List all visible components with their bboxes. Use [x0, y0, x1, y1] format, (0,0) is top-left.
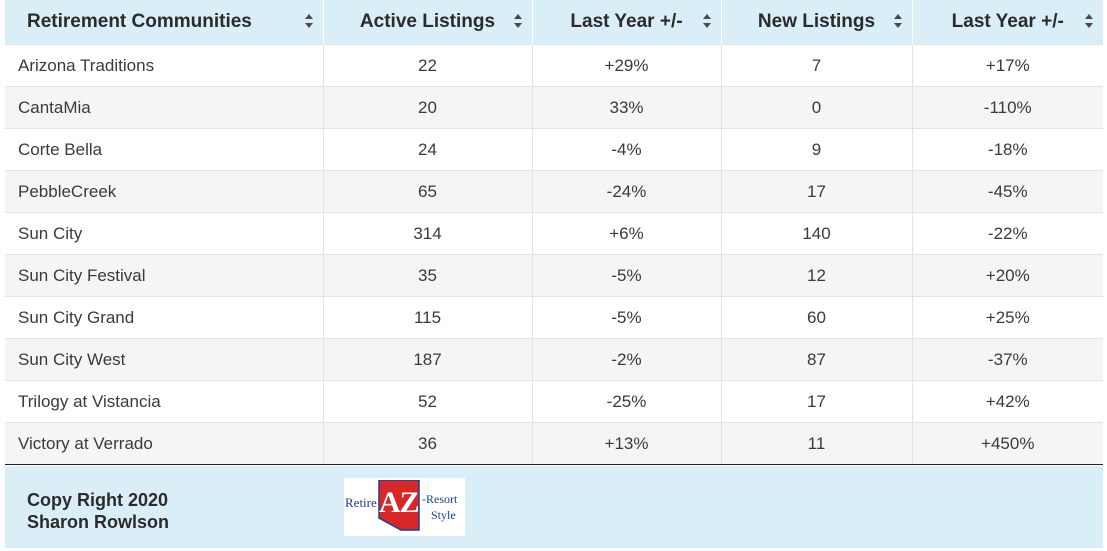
active-change-cell: -24%	[531, 170, 721, 213]
active-listings-cell: 52	[322, 380, 532, 423]
active-listings-cell: 115	[322, 296, 532, 339]
sort-up-down-icon[interactable]	[513, 13, 523, 29]
table-row: Arizona Traditions 22 +29% 7 +17%	[5, 44, 1103, 87]
new-listings-cell: 11	[720, 422, 912, 465]
active-change-cell: -5%	[531, 296, 721, 339]
new-change-cell: +25%	[911, 296, 1103, 339]
active-listings-cell: 24	[322, 128, 532, 171]
logo-retire-text: Retire	[345, 495, 377, 510]
community-name-cell: PebbleCreek	[5, 170, 323, 213]
table-footer: Copy Right 2020 Sharon Rowlson Retire AZ…	[5, 466, 1103, 548]
new-listings-cell: 17	[720, 170, 912, 213]
new-change-cell: +20%	[911, 254, 1103, 297]
column-header-new-listings[interactable]: New Listings	[720, 0, 912, 45]
table-row: PebbleCreek 65 -24% 17 -45%	[5, 170, 1103, 213]
table-row: Trilogy at Vistancia 52 -25% 17 +42%	[5, 380, 1103, 423]
community-name-cell: Sun City Festival	[5, 254, 323, 297]
active-change-cell: -4%	[531, 128, 721, 171]
table-row: Sun City 314 +6% 140 -22%	[5, 212, 1103, 255]
active-change-cell: -25%	[531, 380, 721, 423]
community-name-cell: Sun City	[5, 212, 323, 255]
active-listings-cell: 65	[322, 170, 532, 213]
active-change-cell: +6%	[531, 212, 721, 255]
new-listings-cell: 7	[720, 44, 912, 87]
communities-table: Retirement Communities Active Listings L…	[5, 0, 1103, 465]
active-listings-cell: 36	[322, 422, 532, 465]
column-header-active-last-year[interactable]: Last Year +/-	[531, 0, 721, 45]
new-listings-cell: 60	[720, 296, 912, 339]
new-change-cell: -110%	[911, 86, 1103, 129]
author-line: Sharon Rowlson	[27, 512, 170, 532]
copyright-line: Copy Right 2020	[27, 490, 169, 510]
new-change-cell: -18%	[911, 128, 1103, 171]
community-name-cell: Victory at Verrado	[5, 422, 323, 465]
new-change-cell: -37%	[911, 338, 1103, 381]
sort-up-down-icon[interactable]	[893, 13, 903, 29]
new-listings-cell: 17	[720, 380, 912, 423]
column-header-new-last-year[interactable]: Last Year +/-	[911, 0, 1103, 45]
table-row: Sun City West 187 -2% 87 -37%	[5, 338, 1103, 381]
active-listings-cell: 314	[322, 212, 532, 255]
new-listings-cell: 87	[720, 338, 912, 381]
new-change-cell: +17%	[911, 44, 1103, 87]
table-row: CantaMia 20 33% 0 -110%	[5, 86, 1103, 129]
community-name-cell: Arizona Traditions	[5, 44, 323, 87]
column-header-label: Active Listings	[359, 11, 496, 32]
active-listings-cell: 35	[322, 254, 532, 297]
community-name-cell: Corte Bella	[5, 128, 323, 171]
copyright-credit: Copy Right 2020 Sharon Rowlson	[27, 489, 169, 533]
sort-up-down-icon[interactable]	[702, 13, 712, 29]
new-change-cell: +42%	[911, 380, 1103, 423]
table-row: Victory at Verrado 36 +13% 11 +450%	[5, 422, 1103, 465]
sort-up-down-icon[interactable]	[304, 13, 314, 29]
column-header-active-listings[interactable]: Active Listings	[322, 0, 532, 45]
new-change-cell: -22%	[911, 212, 1103, 255]
active-change-cell: 33%	[531, 86, 721, 129]
new-listings-cell: 12	[720, 254, 912, 297]
active-change-cell: +29%	[531, 44, 721, 87]
community-name-cell: Trilogy at Vistancia	[5, 380, 323, 423]
arizona-state-icon	[378, 480, 420, 531]
logo-style-text: Style	[431, 508, 456, 522]
new-listings-cell: 140	[720, 212, 912, 255]
active-listings-cell: 187	[322, 338, 532, 381]
retire-az-logo: Retire AZ -Resort Style	[344, 478, 465, 536]
column-header-label: Last Year +/-	[570, 11, 683, 32]
table-row: Sun City Festival 35 -5% 12 +20%	[5, 254, 1103, 297]
active-listings-cell: 20	[322, 86, 532, 129]
sort-up-down-icon[interactable]	[1084, 13, 1094, 29]
active-listings-cell: 22	[322, 44, 532, 87]
logo-resort-text: -Resort	[422, 492, 458, 506]
active-change-cell: -5%	[531, 254, 721, 297]
table-row: Sun City Grand 115 -5% 60 +25%	[5, 296, 1103, 339]
column-header-label: Retirement Communities	[27, 11, 252, 32]
new-change-cell: +450%	[911, 422, 1103, 465]
column-header-community[interactable]: Retirement Communities	[5, 0, 323, 45]
new-change-cell: -45%	[911, 170, 1103, 213]
column-header-label: Last Year +/-	[951, 11, 1064, 32]
new-listings-cell: 9	[720, 128, 912, 171]
active-change-cell: -2%	[531, 338, 721, 381]
active-change-cell: +13%	[531, 422, 721, 465]
table-header-row: Retirement Communities Active Listings L…	[5, 0, 1103, 45]
community-name-cell: Sun City West	[5, 338, 323, 381]
new-listings-cell: 0	[720, 86, 912, 129]
community-name-cell: Sun City Grand	[5, 296, 323, 339]
logo-az-text: AZ	[379, 486, 420, 519]
community-name-cell: CantaMia	[5, 86, 323, 129]
table-row: Corte Bella 24 -4% 9 -18%	[5, 128, 1103, 171]
column-header-label: New Listings	[757, 11, 876, 32]
